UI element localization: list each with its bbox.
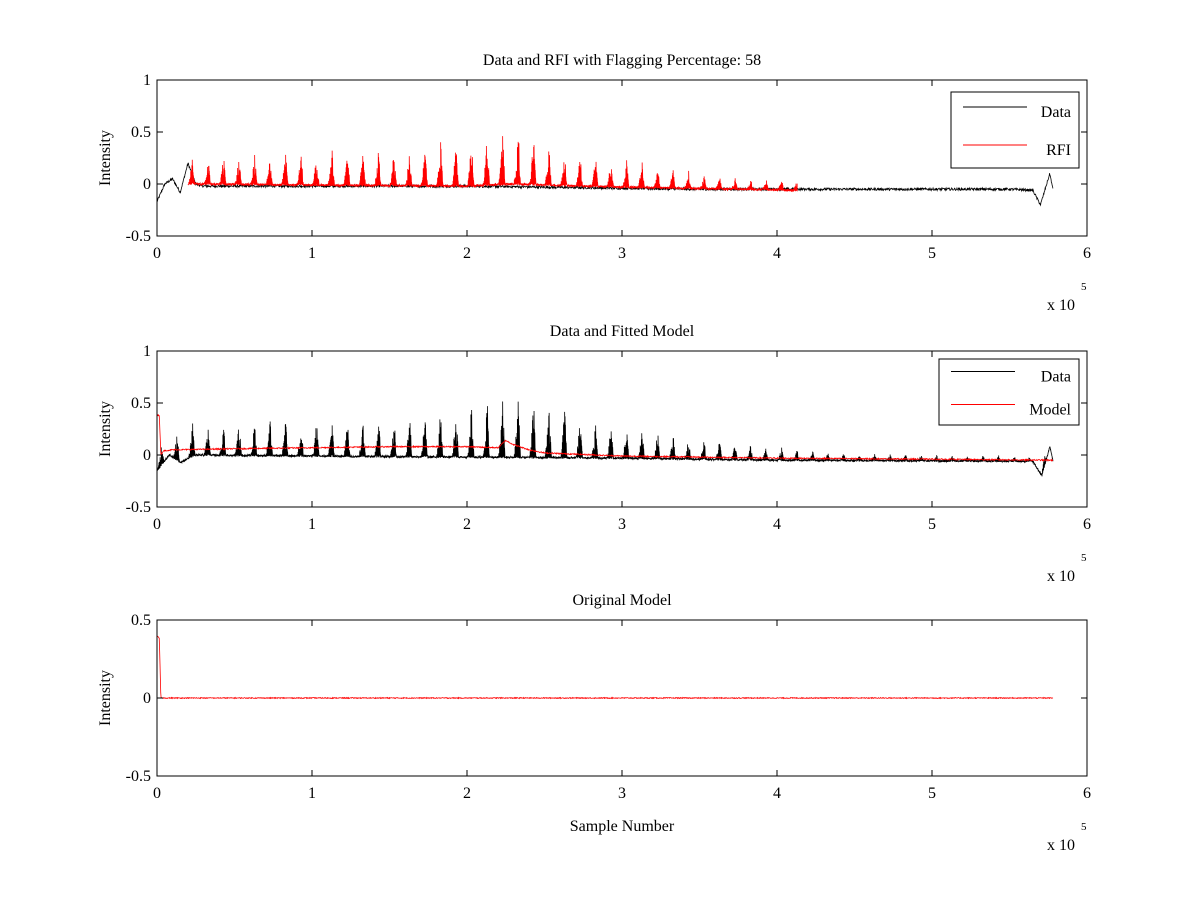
y-tick-label: -0.5 bbox=[126, 228, 151, 245]
legend-box bbox=[938, 358, 1080, 426]
x-tick-label: 5 bbox=[928, 785, 936, 802]
chart-title: Data and Fitted Model bbox=[550, 323, 695, 340]
x-multiplier: x 10 bbox=[1047, 297, 1075, 314]
x-tick-label: 3 bbox=[618, 245, 626, 262]
legend-entry-rfi: RFI bbox=[1046, 142, 1071, 159]
y-tick-label: 0.5 bbox=[131, 612, 151, 629]
x-tick-label: 6 bbox=[1083, 245, 1091, 262]
x-multiplier-exponent: 5 bbox=[1081, 552, 1087, 564]
legend: Data RFI bbox=[950, 91, 1080, 169]
y-tick-label: 0.5 bbox=[131, 395, 151, 412]
series-line-model-1 bbox=[157, 635, 1054, 700]
x-tick-label: 4 bbox=[773, 785, 781, 802]
legend-entry-data: Data bbox=[1041, 369, 1071, 386]
y-axis-label: Intensity bbox=[97, 401, 114, 457]
x-tick-label: 6 bbox=[1083, 516, 1091, 533]
x-tick-label: 5 bbox=[928, 245, 936, 262]
x-tick-label: 4 bbox=[773, 516, 781, 533]
x-tick-label: 4 bbox=[773, 245, 781, 262]
x-tick-label: 3 bbox=[618, 516, 626, 533]
x-tick-label: 0 bbox=[153, 245, 161, 262]
y-axis-label: Intensity bbox=[97, 130, 114, 186]
legend-entry-model: Model bbox=[1029, 402, 1071, 419]
x-tick-label: 2 bbox=[463, 245, 471, 262]
x-axis-label: Sample Number bbox=[570, 818, 675, 835]
x-tick-label: 2 bbox=[463, 785, 471, 802]
y-tick-label: -0.5 bbox=[126, 499, 151, 516]
y-tick-label: -0.5 bbox=[126, 768, 151, 785]
y-tick-label: 0 bbox=[143, 176, 151, 193]
x-tick-label: 1 bbox=[308, 245, 316, 262]
x-tick-label: 2 bbox=[463, 516, 471, 533]
legend-box bbox=[950, 91, 1080, 169]
y-tick-label: 0 bbox=[143, 447, 151, 464]
x-tick-label: 0 bbox=[153, 516, 161, 533]
x-multiplier-exponent: 5 bbox=[1081, 281, 1087, 293]
y-tick-label: 0 bbox=[143, 690, 151, 707]
x-multiplier: x 10 bbox=[1047, 568, 1075, 585]
x-tick-label: 6 bbox=[1083, 785, 1091, 802]
legend: Data Model bbox=[938, 358, 1080, 426]
x-multiplier: x 10 bbox=[1047, 837, 1075, 854]
series-line-rfi bbox=[187, 136, 798, 193]
x-tick-label: 3 bbox=[618, 785, 626, 802]
series-line-model bbox=[157, 414, 1054, 462]
x-tick-label: 5 bbox=[928, 516, 936, 533]
y-tick-label: 1 bbox=[143, 72, 151, 89]
x-tick-label: 1 bbox=[308, 516, 316, 533]
x-multiplier-exponent: 5 bbox=[1081, 821, 1087, 833]
y-tick-label: 0.5 bbox=[131, 124, 151, 141]
x-tick-label: 1 bbox=[308, 785, 316, 802]
chart-title: Original Model bbox=[572, 592, 672, 609]
legend-entry-data: Data bbox=[1041, 104, 1071, 121]
y-axis-label: Intensity bbox=[97, 670, 114, 726]
y-tick-label: 1 bbox=[143, 343, 151, 360]
chart-title: Data and RFI with Flagging Percentage: 5… bbox=[483, 52, 761, 69]
x-tick-label: 0 bbox=[153, 785, 161, 802]
